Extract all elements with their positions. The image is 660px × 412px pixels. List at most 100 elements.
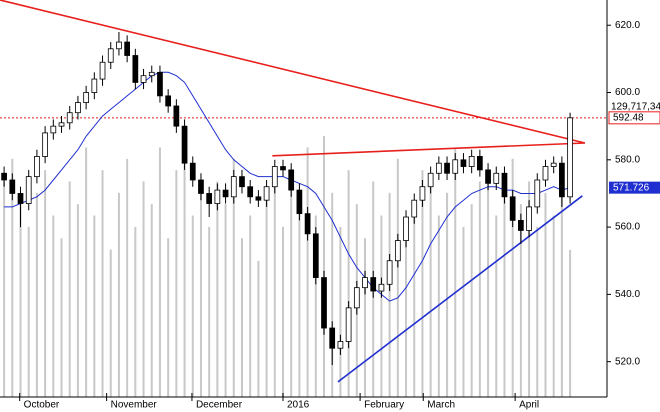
candle-body xyxy=(559,162,565,198)
candle-body xyxy=(34,156,40,178)
price-label: 592.48 xyxy=(613,112,644,123)
candle-body xyxy=(1,172,7,181)
volume-bar xyxy=(396,158,399,397)
candle-body xyxy=(288,169,295,191)
volume-bar xyxy=(421,170,424,397)
volume-bar xyxy=(93,215,96,397)
y-tick-label: 560.0 xyxy=(615,222,640,233)
volume-bar xyxy=(437,215,440,397)
candle-body xyxy=(550,162,557,167)
volume-bar xyxy=(134,226,137,397)
volume-bar xyxy=(257,260,260,397)
candle-body xyxy=(304,213,311,235)
candle-body xyxy=(394,240,401,262)
candle-body xyxy=(271,166,278,188)
volume-bar xyxy=(249,215,252,397)
volume-bar xyxy=(478,181,481,397)
volume-bar xyxy=(27,226,30,397)
candle-body xyxy=(263,186,270,201)
candle-body xyxy=(509,196,516,221)
volume-bar xyxy=(273,170,276,397)
candle-body xyxy=(542,166,549,181)
candle-body xyxy=(157,71,163,97)
candle-body xyxy=(17,193,24,204)
candle-body xyxy=(444,162,450,174)
volume-bar xyxy=(232,158,235,397)
volume-bar xyxy=(208,226,211,397)
x-tick-label: November xyxy=(111,400,158,411)
volume-bar xyxy=(11,158,14,397)
volume-bar xyxy=(560,170,563,397)
y-tick-label: 520.0 xyxy=(615,356,640,367)
trendline xyxy=(337,195,583,383)
x-tick-label: October xyxy=(24,400,60,411)
candle-body xyxy=(411,199,418,218)
volume-bar xyxy=(347,170,350,397)
volume-bar xyxy=(85,147,88,397)
volume-bar xyxy=(380,215,383,397)
candle-body xyxy=(247,186,254,198)
candle-body xyxy=(58,122,65,127)
volume-bar xyxy=(35,192,38,397)
trendline xyxy=(272,142,585,157)
volume-bar xyxy=(183,136,186,397)
candle-body xyxy=(378,283,385,292)
price-label-box xyxy=(608,111,660,125)
candle-body xyxy=(419,186,426,201)
volume-bar xyxy=(224,204,227,397)
candle-body xyxy=(386,260,393,285)
candle-body xyxy=(362,277,368,289)
volume-bar xyxy=(446,192,449,397)
candle-body xyxy=(518,219,524,231)
candle-body xyxy=(116,41,122,50)
volume-bar xyxy=(503,192,506,397)
volume-bar xyxy=(76,204,79,397)
x-tick-label: December xyxy=(196,400,243,411)
volume-bar xyxy=(298,204,301,397)
volume-bar xyxy=(52,215,55,397)
candle-body xyxy=(312,233,319,278)
volume-bar xyxy=(175,170,178,397)
volume-bar xyxy=(126,158,129,397)
candle-body xyxy=(476,156,483,171)
volume-bar xyxy=(413,204,416,397)
volume-bar xyxy=(19,204,22,397)
candle-body xyxy=(165,95,172,107)
ma-label: 571.726 xyxy=(613,182,650,193)
candle-body xyxy=(321,277,327,329)
candle-body xyxy=(181,125,188,164)
volume-bar xyxy=(405,226,408,397)
candle-body xyxy=(239,176,245,188)
volume-bar xyxy=(60,238,63,397)
volume-bar xyxy=(339,226,342,397)
y-tick-label: 600.0 xyxy=(615,87,640,98)
candle-body xyxy=(132,55,139,83)
volume-bar xyxy=(117,192,120,397)
candle-body xyxy=(468,156,475,167)
candle-body xyxy=(485,169,491,184)
volume-bar xyxy=(44,170,47,397)
volume-bar xyxy=(331,192,334,397)
candle-body xyxy=(435,162,442,174)
x-tick-label: March xyxy=(427,400,455,411)
candle-body xyxy=(107,48,114,63)
volume-bar xyxy=(158,147,161,397)
moving-average xyxy=(4,71,571,302)
volume-bar xyxy=(167,238,170,397)
candle-body xyxy=(329,327,336,349)
volume-bar xyxy=(314,215,317,397)
volume-bar xyxy=(240,238,243,397)
volume-bar xyxy=(265,192,268,397)
candle-body xyxy=(337,341,344,349)
candle-body xyxy=(99,61,106,80)
volume-bar xyxy=(3,181,6,397)
candle-body xyxy=(255,196,262,201)
candle-body xyxy=(124,41,131,56)
trendline xyxy=(0,0,586,144)
volume-bar xyxy=(216,181,219,397)
volume-bar xyxy=(511,158,514,397)
candle-body xyxy=(25,176,32,204)
candle-body xyxy=(189,162,196,181)
y-tick-label: 620.0 xyxy=(615,20,640,31)
